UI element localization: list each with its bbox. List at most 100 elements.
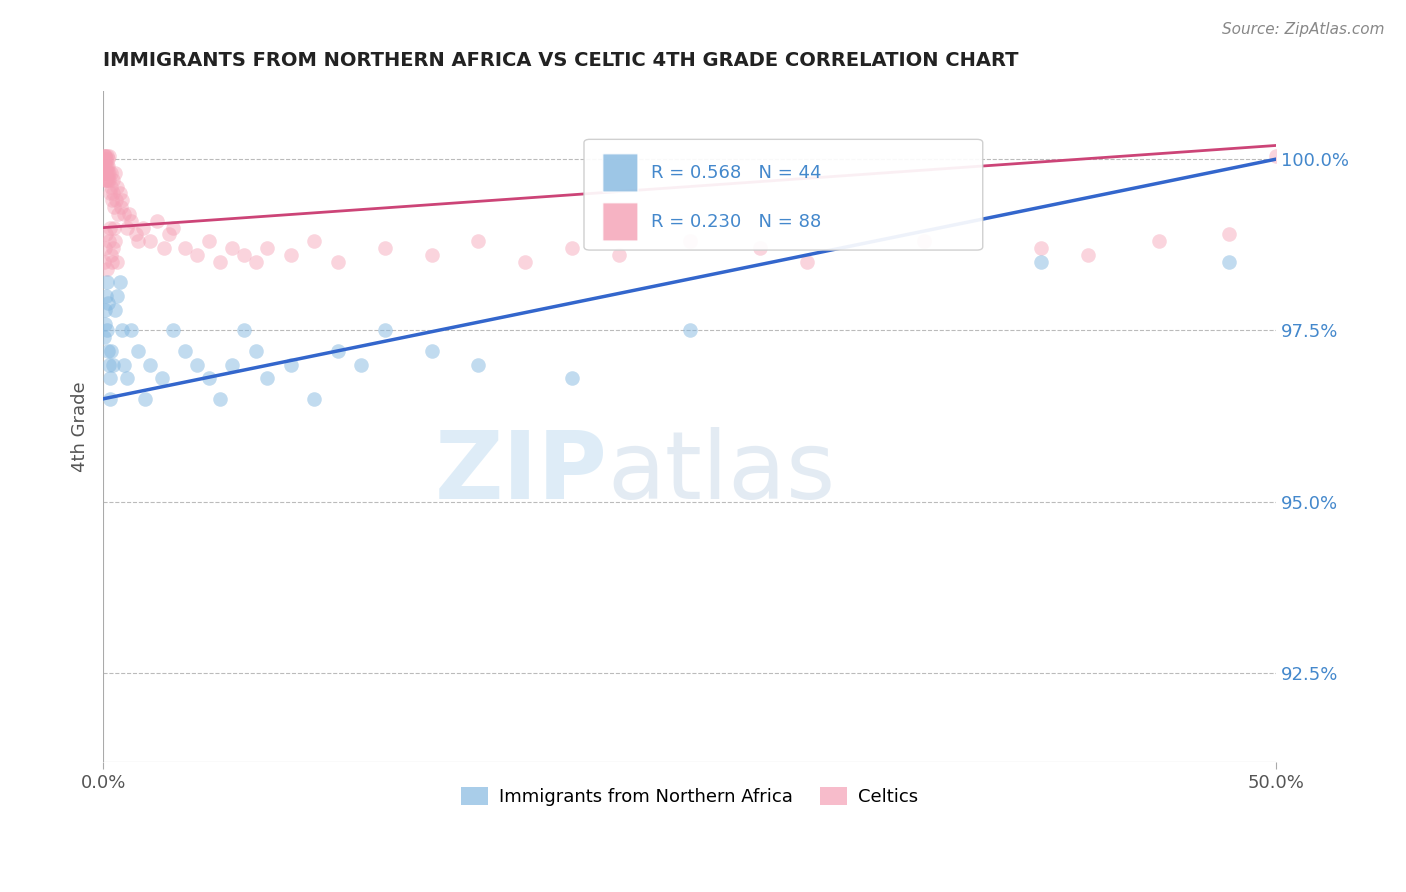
Point <box>561 241 583 255</box>
Point <box>97 343 120 358</box>
Point <box>232 323 254 337</box>
Point <box>302 392 325 406</box>
Text: atlas: atlas <box>607 427 835 519</box>
Point <box>98 166 121 180</box>
Point <box>197 235 219 249</box>
Point <box>94 289 117 303</box>
Point <box>100 248 122 262</box>
Point <box>1031 241 1053 255</box>
Point <box>104 235 127 249</box>
Point <box>162 220 184 235</box>
Point <box>197 371 219 385</box>
Point <box>115 220 138 235</box>
Point <box>221 241 243 255</box>
Point <box>678 235 700 249</box>
Point <box>111 323 134 337</box>
Point <box>111 193 134 207</box>
Point <box>96 159 118 173</box>
Point <box>146 214 169 228</box>
Point <box>186 248 208 262</box>
Point <box>94 149 117 163</box>
Point <box>94 159 117 173</box>
Point <box>1147 235 1170 249</box>
Point <box>103 200 125 214</box>
Point <box>94 172 117 186</box>
Text: R = 0.568   N = 44: R = 0.568 N = 44 <box>651 164 821 182</box>
Text: R = 0.230   N = 88: R = 0.230 N = 88 <box>651 213 821 231</box>
Point <box>93 159 115 173</box>
Point <box>561 371 583 385</box>
Point <box>93 255 115 269</box>
Point <box>302 235 325 249</box>
Text: IMMIGRANTS FROM NORTHERN AFRICA VS CELTIC 4TH GRADE CORRELATION CHART: IMMIGRANTS FROM NORTHERN AFRICA VS CELTI… <box>103 51 1018 70</box>
Point <box>150 371 173 385</box>
Point <box>98 371 121 385</box>
Point <box>97 149 120 163</box>
Point <box>1031 255 1053 269</box>
Point <box>96 149 118 163</box>
Point <box>326 255 349 269</box>
Point <box>96 172 118 186</box>
FancyBboxPatch shape <box>603 202 638 241</box>
Point <box>748 241 770 255</box>
Point <box>1218 255 1240 269</box>
Point <box>110 200 132 214</box>
FancyBboxPatch shape <box>583 139 983 250</box>
Point <box>245 343 267 358</box>
Point <box>118 207 141 221</box>
Point <box>97 296 120 310</box>
Point <box>420 343 443 358</box>
Point <box>515 255 537 269</box>
Point <box>101 186 124 201</box>
Point <box>139 235 162 249</box>
Point <box>120 323 142 337</box>
Point <box>120 214 142 228</box>
Point <box>96 276 118 290</box>
Point <box>96 261 118 276</box>
Point <box>101 241 124 255</box>
Point <box>467 235 489 249</box>
Point <box>94 166 117 180</box>
Point <box>132 220 155 235</box>
Point <box>139 358 162 372</box>
Point <box>115 371 138 385</box>
Point <box>103 220 125 235</box>
Point <box>374 323 396 337</box>
Point <box>97 172 120 186</box>
Point <box>98 392 121 406</box>
Point <box>1265 149 1288 163</box>
Point <box>98 358 121 372</box>
Point <box>209 392 232 406</box>
Point <box>100 179 122 194</box>
Text: ZIP: ZIP <box>434 427 607 519</box>
Point <box>104 302 127 317</box>
Point <box>174 241 197 255</box>
Point <box>326 343 349 358</box>
Point <box>97 166 120 180</box>
Point <box>93 166 115 180</box>
Text: Source: ZipAtlas.com: Source: ZipAtlas.com <box>1222 22 1385 37</box>
Point <box>153 241 176 255</box>
Point <box>108 276 131 290</box>
Point <box>105 289 128 303</box>
Point <box>157 227 180 242</box>
Point <box>256 371 278 385</box>
Point <box>98 186 121 201</box>
Point <box>98 172 121 186</box>
Point <box>280 358 302 372</box>
Point <box>100 255 122 269</box>
Point <box>112 358 135 372</box>
Point <box>101 172 124 186</box>
Point <box>256 241 278 255</box>
Point <box>105 179 128 194</box>
Point <box>94 317 117 331</box>
Point <box>97 235 120 249</box>
Point <box>100 166 122 180</box>
Point <box>209 255 232 269</box>
Point <box>105 193 128 207</box>
Point <box>162 323 184 337</box>
Point <box>94 227 117 242</box>
Point <box>221 358 243 372</box>
Point <box>94 241 117 255</box>
Point <box>97 159 120 173</box>
